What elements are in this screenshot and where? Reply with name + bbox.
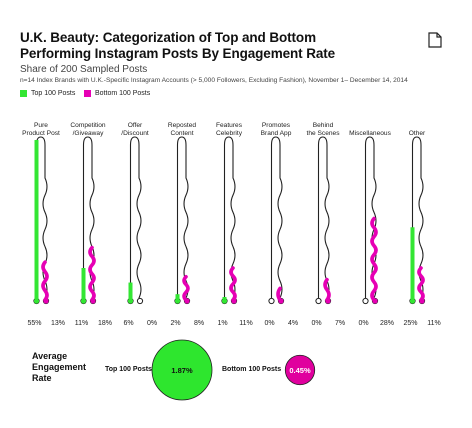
category-label: Offer/Discount [121, 122, 149, 137]
category-label: Competition/Giveaway [70, 122, 106, 137]
pin-outline [317, 136, 330, 301]
category-label: Miscellaneous [349, 130, 391, 137]
legend-label-bottom: Bottom 100 Posts [95, 90, 151, 97]
bar-top [410, 227, 415, 300]
data-label-top: 0% [358, 320, 368, 327]
bar-bottom [182, 274, 190, 302]
avg-label-line-2: Engagement [32, 362, 87, 372]
data-label-top: 25% [403, 320, 417, 327]
data-label-bottom: 13% [51, 320, 65, 327]
pin-outline [270, 136, 283, 301]
data-label-bottom: 7% [335, 320, 345, 327]
bar-bottom-tip [43, 298, 49, 304]
pin-tip-right [136, 297, 144, 305]
data-label-top: 55% [27, 320, 41, 327]
avg-bottom-value: 0.45% [289, 366, 311, 375]
avg-top-bubble [151, 339, 213, 401]
bar-top [81, 268, 86, 300]
data-label-bottom: 11% [427, 320, 441, 327]
chart-title: U.K. Beauty: Categorization of Top and B… [20, 30, 400, 62]
avg-top-label: Top 100 Posts [105, 366, 152, 373]
bar-bottom-tip [184, 298, 190, 304]
legend-swatch-bottom [84, 90, 91, 97]
bar-top-tip [33, 298, 40, 304]
avg-label-line-3: Rate [32, 373, 52, 383]
avg-label-line-1: Average [32, 351, 68, 361]
bar-bottom [88, 245, 96, 302]
category-label: Other [409, 130, 426, 137]
bar-top-tip [174, 298, 181, 304]
bar-bottom [417, 266, 425, 302]
bar-bottom-tip [278, 298, 284, 304]
legend-swatch-top [20, 90, 27, 97]
data-label-bottom: 28% [380, 320, 394, 327]
legend-label-top: Top 100 Posts [31, 90, 76, 97]
avg-bottom-bubble [284, 354, 316, 386]
pin-outline [364, 136, 377, 301]
bar-bottom-tip [419, 298, 425, 304]
data-label-bottom: 18% [98, 320, 112, 327]
data-label-bottom: 8% [194, 320, 204, 327]
legend-item-top: Top 100 Posts [20, 90, 75, 97]
data-label-top: 0% [311, 320, 321, 327]
chart-note: n=14 Index Brands with U.K.-Specific Ins… [20, 77, 408, 84]
avg-bottom-label: Bottom 100 Posts [222, 366, 282, 373]
data-label-top: 6% [123, 320, 133, 327]
bar-top [128, 282, 133, 300]
category-label: Reposted Content [168, 122, 197, 137]
data-label-bottom: 0% [147, 320, 157, 327]
data-label-bottom: 11% [239, 320, 253, 327]
chart-subtitle: Share of 200 Sampled Posts [20, 64, 148, 75]
title-line-1: U.K. Beauty: Categorization of Top and B… [20, 30, 316, 45]
category-label: Features Celebrity [216, 122, 243, 137]
bar-top-tip [409, 298, 416, 304]
bar-top-tip [80, 298, 87, 304]
bar-top [175, 294, 180, 300]
data-label-bottom: 4% [288, 320, 298, 327]
bar-bottom [323, 277, 331, 302]
pin-tip-left [362, 297, 369, 305]
bar-bottom [370, 216, 378, 302]
category-label: Pure Product Post [22, 122, 60, 137]
bar-bottom [229, 266, 237, 302]
bar-top-tip [127, 298, 134, 304]
data-label-top: 2% [170, 320, 180, 327]
document-icon[interactable] [428, 32, 442, 53]
average-engagement-label: Average Engagement Rate [32, 351, 86, 384]
pin-tip-left [315, 297, 322, 305]
data-label-top: 0% [264, 320, 274, 327]
bar-bottom-tip [90, 298, 96, 304]
category-label: Promotes Brand App [261, 122, 292, 137]
bar-top [34, 140, 39, 300]
bar-bottom-tip [325, 298, 331, 304]
data-label-top: 1% [217, 320, 227, 327]
legend-item-bottom: Bottom 100 Posts [84, 90, 150, 97]
bar-top-tip [221, 298, 228, 304]
bar-bottom-tip [372, 298, 378, 304]
category-label: Behind the Scenes [307, 122, 341, 137]
avg-top-value: 1.87% [171, 366, 193, 375]
title-line-2: Performing Instagram Posts By Engagement… [20, 46, 336, 61]
pin-tip-left [268, 297, 275, 305]
pin-outline [129, 136, 142, 301]
bar-bottom [276, 286, 282, 302]
data-label-top: 11% [75, 320, 89, 327]
bar-bottom-tip [231, 298, 237, 304]
pin-outline [176, 136, 189, 301]
bar-bottom [41, 260, 49, 302]
